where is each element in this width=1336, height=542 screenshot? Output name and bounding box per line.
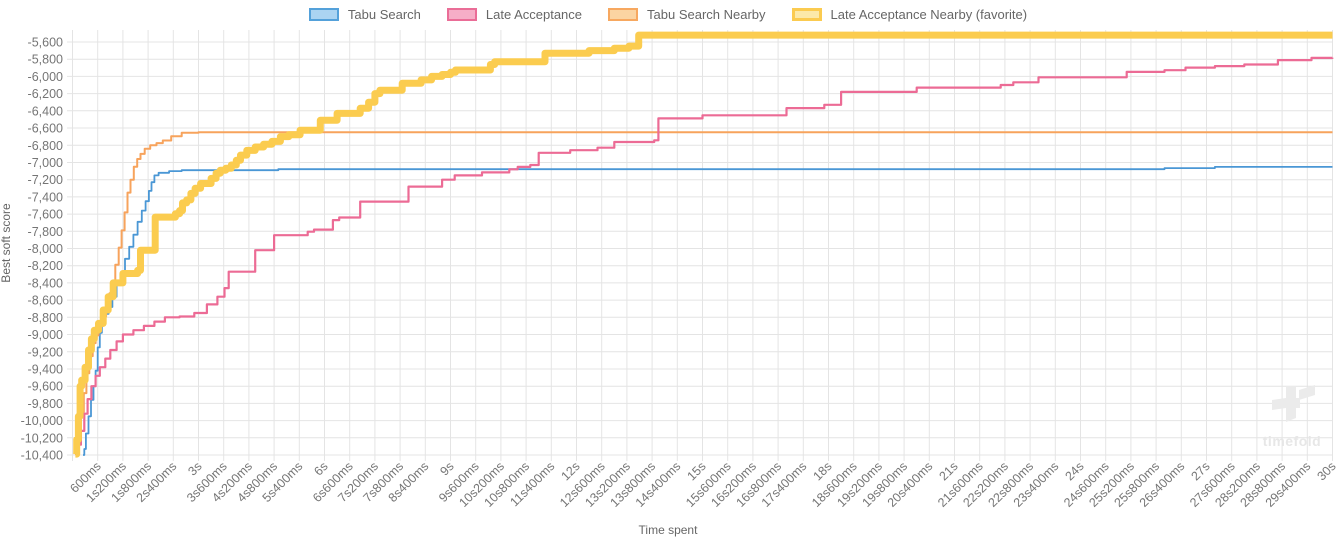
legend-swatch — [308, 8, 339, 21]
svg-text:-7,000: -7,000 — [28, 156, 63, 170]
svg-text:-7,200: -7,200 — [28, 173, 63, 187]
svg-text:-8,000: -8,000 — [28, 242, 63, 256]
svg-text:-9,600: -9,600 — [28, 380, 63, 394]
svg-text:-7,800: -7,800 — [28, 225, 63, 239]
series-line-tabu-search — [83, 166, 1333, 456]
legend-swatch — [608, 8, 639, 21]
svg-text:-6,400: -6,400 — [28, 104, 63, 118]
legend-item-late-acceptance[interactable]: Late Acceptance — [446, 7, 583, 22]
svg-text:-9,800: -9,800 — [28, 397, 63, 411]
legend-item-late-acceptance-nearby-favorite[interactable]: Late Acceptance Nearby (favorite) — [791, 7, 1028, 22]
y-axis-title: Best soft score — [0, 203, 13, 283]
svg-text:-9,400: -9,400 — [28, 363, 63, 377]
legend-label: Tabu Search Nearby — [647, 7, 766, 22]
legend-swatch — [446, 8, 477, 21]
timefold-logo-icon — [1272, 385, 1315, 422]
svg-text:-8,600: -8,600 — [28, 294, 63, 308]
legend-swatch — [791, 8, 822, 21]
svg-text:-10,000: -10,000 — [21, 414, 63, 428]
svg-text:3s: 3s — [185, 459, 204, 478]
watermark-text: timefold — [1262, 433, 1322, 449]
svg-text:-6,600: -6,600 — [28, 122, 63, 136]
legend-item-tabu-search-nearby[interactable]: Tabu Search Nearby — [608, 7, 766, 22]
svg-text:-8,800: -8,800 — [28, 311, 63, 325]
series-line-tabu-search-nearby — [75, 131, 1333, 456]
svg-text:9s: 9s — [437, 459, 456, 478]
svg-text:6s: 6s — [311, 459, 330, 478]
svg-text:-6,000: -6,000 — [28, 70, 63, 84]
series-line-late-acceptance-nearby-favorite — [73, 31, 1333, 458]
y-axis-labels: -5,600 -5,800 -6,000 -6,200 -6,400 -6,600 -6,8… — [21, 36, 63, 463]
legend-label: Late Acceptance Nearby (favorite) — [830, 7, 1028, 22]
timefold-watermark: timefold — [1260, 384, 1324, 449]
legend-item-tabu-search[interactable]: Tabu Search — [308, 7, 421, 22]
x-gridlines — [72, 30, 1333, 461]
chart-legend: Tabu Search Late Acceptance Tabu Search Ne… — [0, 7, 1336, 22]
svg-text:-10,400: -10,400 — [21, 449, 63, 463]
svg-text:-7,400: -7,400 — [28, 190, 63, 204]
svg-text:30s: 30s — [1314, 459, 1336, 483]
svg-text:-6,200: -6,200 — [28, 87, 63, 101]
x-axis-title: Time spent — [638, 523, 698, 537]
legend-label: Tabu Search — [347, 7, 421, 22]
svg-text:-10,200: -10,200 — [21, 431, 63, 445]
svg-text:-8,200: -8,200 — [28, 259, 63, 273]
legend-label: Late Acceptance — [485, 7, 583, 22]
svg-text:-9,000: -9,000 — [28, 328, 63, 342]
series-line-late-acceptance — [76, 56, 1334, 454]
svg-text:-5,600: -5,600 — [28, 36, 63, 50]
svg-text:-5,800: -5,800 — [28, 53, 63, 67]
svg-text:-7,600: -7,600 — [28, 208, 63, 222]
y-gridlines — [67, 41, 1333, 456]
svg-text:-9,200: -9,200 — [28, 345, 63, 359]
svg-text:-6,800: -6,800 — [28, 139, 63, 153]
svg-text:-8,400: -8,400 — [28, 276, 63, 290]
